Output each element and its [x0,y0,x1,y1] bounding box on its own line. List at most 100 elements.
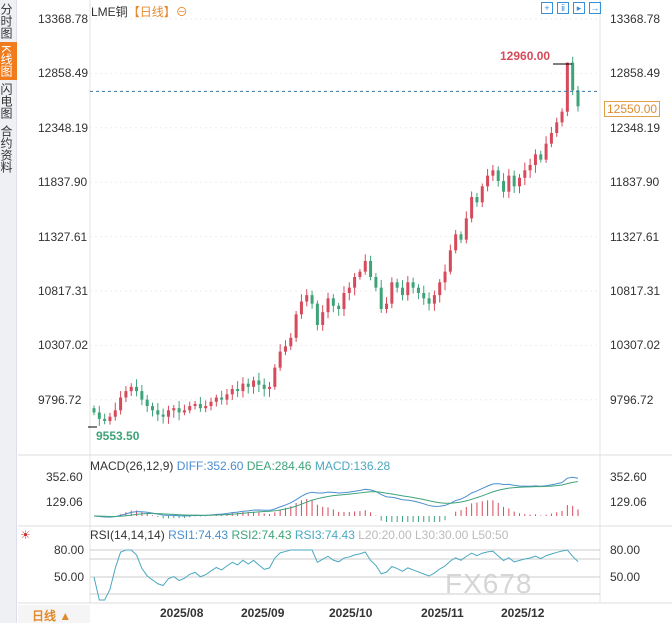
macd-dea: DEA:284.46 [246,459,312,473]
candle-body [198,403,202,409]
macd-legend: MACD(26,12,9) DIFF:352.60 DEA:284.46 MAC… [90,459,390,473]
y-axis-label: 11837.90 [610,175,660,190]
candle-body [517,177,521,187]
candle-body [512,175,516,187]
y-axis-label: 9796.72 [610,392,654,407]
y-axis-label: 11327.61 [610,229,660,244]
candle-body [140,391,144,400]
rsi3: RSI3:74.43 [294,528,355,542]
candle-body [427,298,431,304]
candle-body [262,384,266,389]
macd-axis-right-mid: 129.06 [610,495,647,509]
candle-body [480,186,484,203]
candle-body [337,305,341,309]
tab-intraday[interactable]: 分时图 [0,3,13,39]
candle-body [385,303,389,309]
candle-body [289,337,293,347]
candle-body [172,408,176,411]
compare-icon[interactable]: ⅱ [557,2,569,14]
candle-body [422,292,426,299]
candle-body [565,62,569,112]
rsi2: RSI2:74.43 [231,528,292,542]
crosshair-icon[interactable]: + [541,2,553,14]
candle-body [363,260,367,272]
candle-body [544,143,548,160]
tab-flash[interactable]: 闪电图 [0,83,13,120]
candle-body [283,346,287,352]
candle-body [145,399,149,407]
candle-body [491,170,495,176]
candle-body [528,164,532,171]
period-label[interactable]: 【日线】 [127,5,176,19]
expand-icon[interactable]: → [589,2,601,14]
tab-kline[interactable]: K线图 [0,42,17,81]
rsi-axis-50: 50.00 [54,570,85,584]
candle-body [156,410,160,415]
x-label: 2025/12 [501,606,545,620]
candle-body [310,295,314,304]
diff-line [93,476,579,518]
candle-body [97,412,101,419]
candle-body [502,180,506,192]
candle-body [549,132,553,144]
candle-body [321,312,325,325]
candle-body [299,301,303,315]
candle-body [539,154,543,160]
high-label: 12960.00 [500,49,551,63]
candle-body [416,287,420,293]
candle-body [374,276,378,288]
candle-body [395,282,399,288]
candle-body [166,410,170,417]
l50: L50:50 [471,528,509,542]
candle-body [443,271,447,283]
tab-contract-info[interactable]: 合约资料 [0,125,13,174]
settings-sun-icon[interactable]: ☀ [20,528,31,542]
candle-body [560,111,564,123]
candle-body [507,175,511,192]
y-axis-label: 12348.19 [610,120,661,135]
candle-body [571,62,575,91]
candle-body [486,175,490,187]
rsi-axis-right-50: 50.00 [610,570,641,584]
candle-body [278,351,282,368]
candle-body [315,303,319,325]
chart-title: LME铜【日线】⊖ [91,3,188,20]
candle-body [268,386,272,389]
candle-body [182,410,186,413]
x-label: 2025/11 [421,606,464,620]
candle-body [273,367,277,387]
l30: L30:30.00 [414,528,469,542]
candle-body [411,282,415,288]
candle-body [103,418,107,421]
macd-axis-left-mid: 129.06 [46,495,83,509]
period-selector[interactable]: 日线 ▲ [18,605,90,623]
draw-icon[interactable]: ▸ [573,2,585,14]
l20: L20:20.00 [358,528,412,542]
candle-body [448,250,452,272]
candle-body [108,416,112,421]
y-axis-label: 10817.31 [610,284,661,298]
y-axis-label: 13368.78 [38,12,89,26]
rsi-title: RSI(14,14,14) [90,528,165,542]
candle-body [214,397,218,402]
candle-body [204,406,208,409]
candle-body [533,154,537,165]
y-axis-label: 11327.61 [38,229,88,244]
rsi-legend: RSI(14,14,14) RSI1:74.43 RSI2:74.43 RSI3… [90,528,508,542]
candle-body [390,282,394,304]
y-axis-label: 9796.72 [38,392,82,407]
circle-minus-icon[interactable]: ⊖ [175,5,188,19]
candle-body [347,287,351,293]
x-label: 2025/09 [241,606,285,620]
candle-body [358,271,362,277]
current-price-label: 12550.00 [604,101,661,117]
candle-body [496,170,500,181]
candle-body [129,386,133,392]
rsi1: RSI1:74.43 [168,528,229,542]
macd-title: MACD(26,12,9) [90,459,174,473]
candle-body [225,394,229,400]
candle-body [236,388,240,392]
watermark: FX678 [445,568,533,599]
candle-body [257,380,261,385]
